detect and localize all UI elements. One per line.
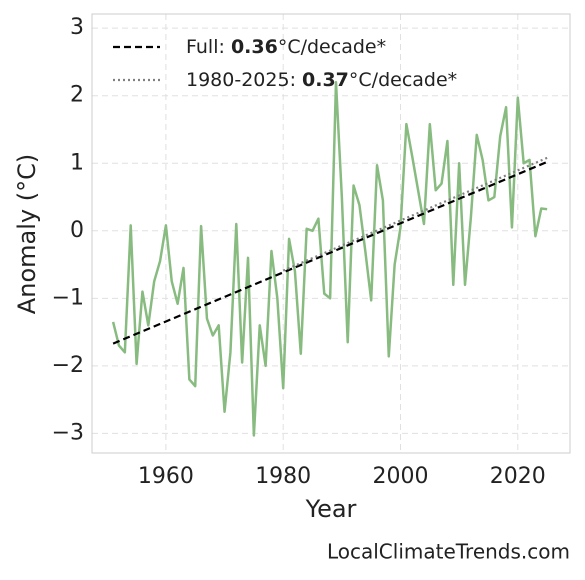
y-axis-label: Anomaly (°C) [13,154,41,314]
x-tick-label: 2020 [490,464,546,489]
legend-label-part: Full: [186,36,231,58]
y-tick-label: 0 [70,218,84,243]
legend-label-part: °C/decade* [349,69,457,91]
legend-label: 1980-2025: 0.37°C/decade* [186,69,457,91]
y-tick-label: 2 [70,83,84,108]
trend-line [112,160,548,345]
legend-label-part: 1980-2025: [186,69,302,91]
x-tick-label: 2000 [373,464,429,489]
x-tick-label: 1960 [138,464,194,489]
legend-label-part: 0.37 [302,69,349,91]
y-tick-label: −2 [52,353,84,378]
legend-label-part: °C/decade* [278,36,386,58]
y-tick-label: 3 [70,15,84,40]
y-tick-label: −3 [52,420,84,445]
legend-label-part: 0.36 [231,36,278,58]
footer: LocalClimateTrends.com [327,540,570,564]
y-tick-label: 1 [70,150,84,175]
y-tick-label: −1 [52,285,84,310]
plot-frame [91,13,571,454]
x-tick-label: 1980 [255,464,311,489]
data-line [111,80,548,437]
legend-label: Full: 0.36°C/decade* [186,36,386,58]
x-axis-label: Year [305,495,357,523]
